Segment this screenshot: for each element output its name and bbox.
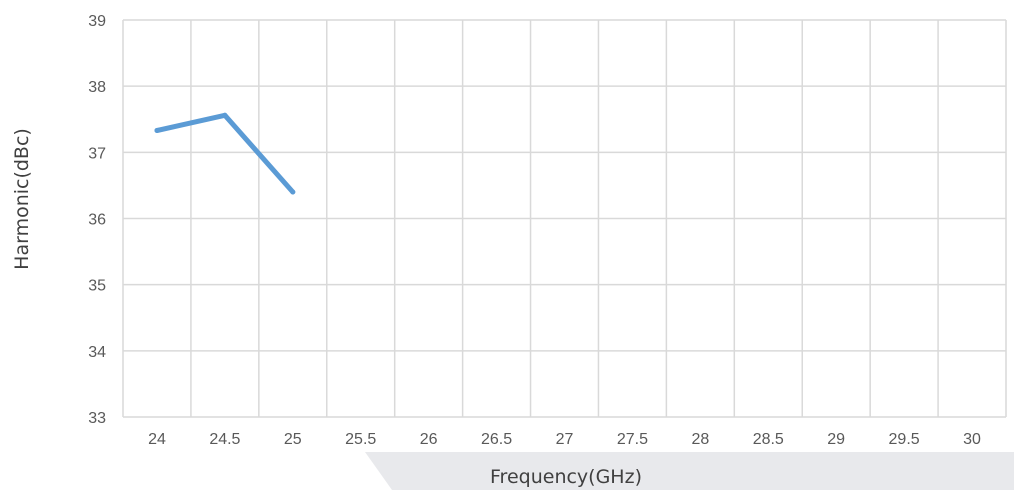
y-axis-title: Harmonic(dBc): [11, 128, 33, 270]
x-tick-label: 26: [420, 431, 438, 448]
y-axis-ticks: 33 34 35 36 37 38 39: [88, 13, 106, 427]
series-layer: [154, 112, 296, 195]
x-axis-title-band: [365, 452, 1014, 490]
x-tick-label: 24: [148, 431, 166, 448]
y-tick-label: 33: [88, 410, 106, 427]
x-tick-label: 27: [556, 431, 574, 448]
x-tick-label: 29: [827, 431, 845, 448]
y-tick-label: 39: [88, 13, 106, 30]
x-tick-label: 29.5: [889, 431, 920, 448]
x-tick-label: 28: [691, 431, 709, 448]
series-line: [154, 112, 296, 195]
y-tick-label: 38: [88, 79, 106, 96]
x-tick-label: 24.5: [209, 431, 240, 448]
y-tick-label: 37: [88, 145, 106, 162]
x-tick-label: 25.5: [345, 431, 376, 448]
x-tick-label: 27.5: [617, 431, 648, 448]
x-axis-ticks: 24 24.5 25 25.5 26 26.5 27 27.5 28 28.5 29 29.5 30: [148, 431, 981, 448]
x-tick-label: 25: [284, 431, 302, 448]
x-tick-label: 28.5: [753, 431, 784, 448]
x-tick-label: 26.5: [481, 431, 512, 448]
x-axis-title: Frequency(GHz): [490, 466, 642, 488]
y-tick-label: 35: [88, 278, 106, 295]
data-point: [222, 112, 228, 118]
y-tick-label: 36: [88, 212, 106, 229]
x-tick-label: 30: [963, 431, 981, 448]
data-point: [154, 127, 160, 133]
data-point: [290, 189, 296, 195]
gridlines: [122, 19, 1007, 418]
y-tick-label: 34: [88, 344, 106, 361]
